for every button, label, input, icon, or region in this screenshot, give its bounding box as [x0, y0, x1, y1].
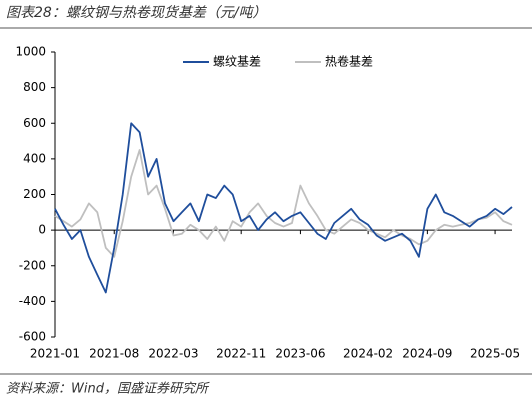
x-tick-label: 2024-09 — [402, 347, 452, 361]
legend-label: 螺纹基差 — [213, 55, 261, 69]
x-tick-label: 2022-03 — [148, 347, 198, 361]
y-tick-label: -200 — [19, 258, 46, 272]
y-tick-label: 400 — [23, 151, 46, 165]
x-tick-label: 2024-02 — [343, 347, 393, 361]
y-tick-label: -600 — [19, 330, 46, 344]
y-tick-label: -400 — [19, 294, 46, 308]
x-tick-label: 2021-08 — [89, 347, 139, 361]
y-tick-label: 200 — [23, 187, 46, 201]
x-tick-label: 2025-05 — [470, 347, 520, 361]
y-tick-label: 0 — [38, 223, 46, 237]
series-line — [54, 149, 513, 258]
y-tick-label: 800 — [23, 80, 46, 94]
y-tick-label: 600 — [23, 116, 46, 130]
source: 资料来源：Wind，国盛证券研究所 — [6, 381, 210, 397]
chart-title: 图表28：螺纹钢与热卷现货基差（元/吨） — [6, 5, 267, 21]
y-tick-label: 1000 — [15, 45, 46, 59]
x-tick-label: 2023-06 — [275, 347, 325, 361]
series-line — [54, 122, 513, 294]
x-tick-label: 2022-11 — [216, 347, 266, 361]
x-tick-label: 2021-01 — [30, 347, 80, 361]
legend-label: 热卷基差 — [325, 54, 373, 69]
